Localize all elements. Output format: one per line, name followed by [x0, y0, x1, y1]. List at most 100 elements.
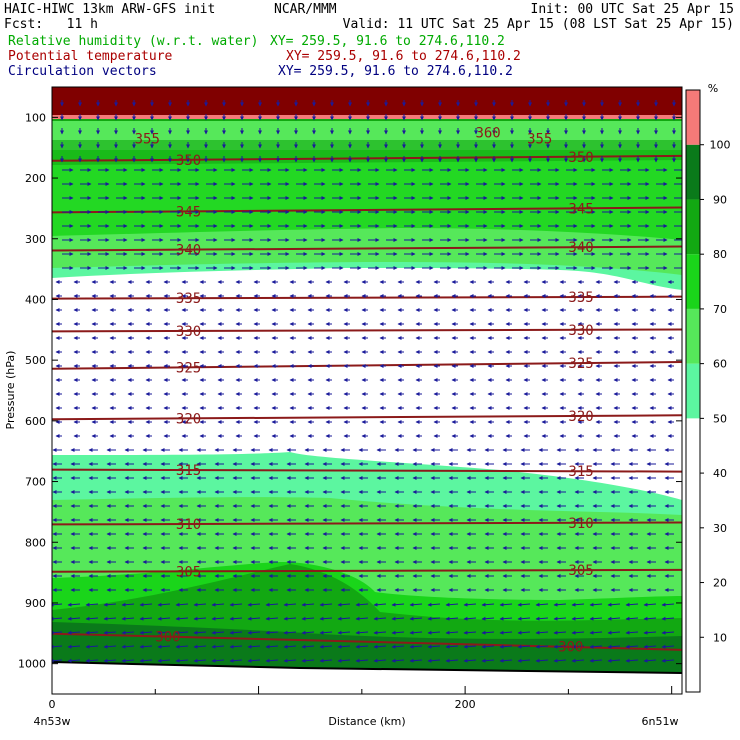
colorbar-unit: % [708, 82, 718, 95]
vector-arrow [463, 658, 477, 663]
vector-arrow [643, 602, 657, 607]
vector-arrow [409, 616, 423, 621]
vector-arrow [265, 658, 279, 663]
vector-arrow [517, 630, 531, 635]
vector-arrow [301, 658, 315, 663]
circulation-vectors [52, 100, 682, 663]
vector-arrow [607, 616, 621, 621]
theta-contour-310 [52, 521, 682, 526]
vector-arrow [301, 602, 315, 607]
theta-label: 355 [527, 132, 552, 148]
theta-contour-325 [52, 360, 682, 370]
vector-arrow [319, 630, 333, 635]
vector-arrow [445, 616, 459, 621]
colorbar-tick-label: 100 [710, 139, 731, 152]
vector-arrow [499, 658, 513, 663]
vector-arrow [175, 602, 189, 607]
vector-arrow [229, 644, 243, 649]
vector-arrow [607, 630, 621, 635]
vector-arrow [67, 630, 81, 635]
vector-arrow [535, 616, 549, 621]
forecast-hour: Fcst: 11 h [4, 17, 98, 32]
vector-arrow [535, 602, 549, 607]
vector-arrow [247, 630, 261, 635]
theta-contour-330 [52, 328, 682, 333]
vector-arrow [625, 658, 639, 663]
vector-arrow [157, 644, 171, 649]
y-tick-label: 800 [25, 536, 46, 549]
vector-arrow [445, 630, 459, 635]
vector-arrow [589, 602, 603, 607]
vector-arrow [661, 658, 675, 663]
theta-contour-315 [52, 468, 682, 473]
vector-arrow [193, 630, 207, 635]
vector-arrow [211, 658, 225, 663]
vector-arrow [355, 658, 369, 663]
vector-arrow [499, 630, 513, 635]
vector-arrow [67, 644, 81, 649]
vector-arrow [499, 602, 513, 607]
vector-arrow [175, 616, 189, 621]
vector-arrow [625, 616, 639, 621]
theta-label: 320 [568, 409, 593, 425]
x-tick-label: 200 [455, 698, 476, 711]
vector-arrow [247, 602, 261, 607]
vector-arrow [409, 658, 423, 663]
x-tick-label: 0 [49, 698, 56, 711]
vector-arrow [121, 602, 135, 607]
vector-arrow [139, 602, 153, 607]
vector-arrow [607, 602, 621, 607]
vector-arrow [661, 644, 675, 649]
theta-label: 350 [568, 150, 593, 166]
colorbar-tick-label: 60 [713, 358, 727, 371]
vector-arrow [247, 616, 261, 621]
vector-arrow [85, 602, 99, 607]
vector-arrow [265, 644, 279, 649]
vector-arrow [337, 630, 351, 635]
theta-label: 330 [568, 323, 593, 339]
vector-arrow [121, 616, 135, 621]
model-title: HAIC-HIWC 13km ARW-GFS init [4, 2, 216, 17]
y-tick-label: 900 [25, 597, 46, 610]
vector-arrow [193, 658, 207, 663]
field-theta-name: Potential temperature [8, 49, 173, 64]
theta-contour-300 [52, 632, 682, 651]
theta-label: 325 [176, 360, 201, 376]
vector-arrow [319, 616, 333, 621]
theta-label: 315 [568, 464, 593, 480]
init-time: Init: 00 UTC Sat 25 Apr 15 [530, 2, 735, 17]
vector-arrow [643, 630, 657, 635]
theta-label: 360 [475, 126, 500, 142]
vector-arrow [409, 602, 423, 607]
vector-arrow [67, 602, 81, 607]
vector-arrow [211, 602, 225, 607]
vector-arrow [517, 602, 531, 607]
vector-arrow [103, 644, 117, 649]
vector-arrow [427, 616, 441, 621]
colorbar-level [686, 308, 700, 364]
vector-arrow [103, 658, 117, 663]
field-theta-xy: XY= 259.5, 91.6 to 274.6,110.2 [286, 49, 521, 64]
vector-arrow [463, 616, 477, 621]
colorbar-tick-label: 30 [713, 522, 727, 535]
vector-arrow [391, 658, 405, 663]
vector-arrow [373, 644, 387, 649]
vector-arrow [121, 658, 135, 663]
field-vectors-name: Circulation vectors [8, 64, 157, 79]
theta-label: 300 [558, 640, 583, 656]
vector-arrow [85, 644, 99, 649]
vector-arrow [625, 602, 639, 607]
vector-arrow [427, 630, 441, 635]
vector-arrow [589, 616, 603, 621]
vector-arrow [571, 602, 585, 607]
vector-arrow [427, 658, 441, 663]
vector-arrow [373, 658, 387, 663]
theta-label: 310 [176, 517, 201, 533]
vector-arrow [121, 630, 135, 635]
theta-labels: 355 360 355 350 350 345 345 340 340 335 335 330 330 3… [135, 126, 594, 656]
vector-arrow [553, 616, 567, 621]
field-rh-name: Relative humidity (w.r.t. water) [8, 34, 259, 49]
valid-time: Valid: 11 UTC Sat 25 Apr 15 (08 LST Sat … [342, 17, 734, 32]
vector-arrow [481, 644, 495, 649]
vector-arrow [265, 616, 279, 621]
